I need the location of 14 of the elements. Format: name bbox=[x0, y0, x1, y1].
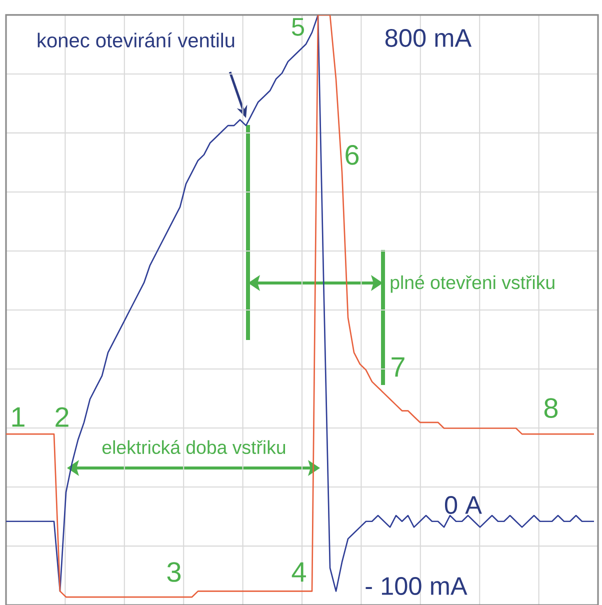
annotation: 5 bbox=[292, 18, 304, 36]
annotation: 2 bbox=[56, 407, 68, 427]
annotation: konec otevirání ventilu bbox=[38, 32, 234, 48]
annotation: 4 bbox=[292, 562, 306, 582]
annotation: 800 mA bbox=[385, 29, 472, 47]
annotation: 8 bbox=[544, 398, 558, 418]
annotation: 3 bbox=[167, 562, 181, 582]
annotation: 6 bbox=[346, 145, 359, 165]
annotation: elektrická doba vstřiku bbox=[102, 440, 286, 454]
annotation: 1 bbox=[12, 407, 24, 427]
annotation: 0 A bbox=[444, 496, 482, 514]
annotation: plné otevřeni vstřiku bbox=[390, 275, 554, 293]
annotation: 7 bbox=[392, 357, 404, 377]
annotation: - 100 mA bbox=[366, 577, 468, 595]
